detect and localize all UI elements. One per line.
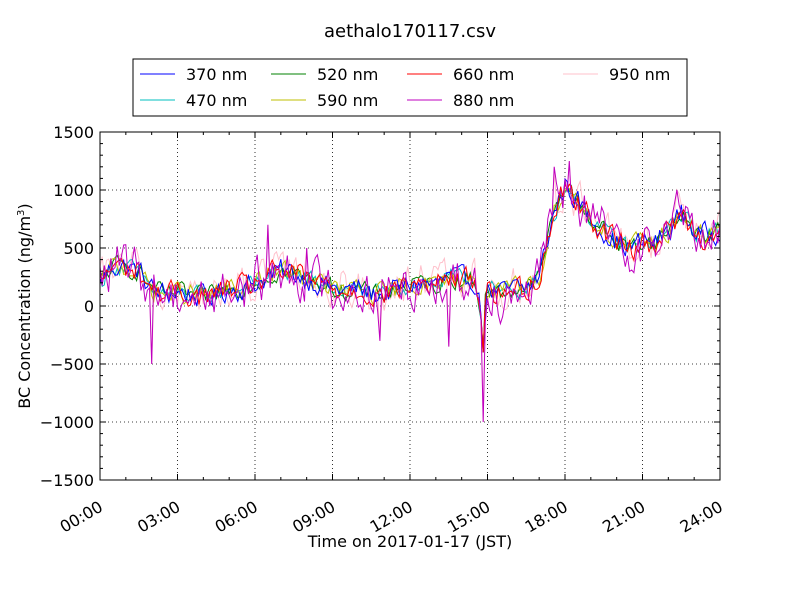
legend-label: 660 nm <box>453 65 514 84</box>
y-axis-label: BC Concentration (ng/m3) <box>15 203 34 408</box>
series-line-880-nm <box>99 160 721 423</box>
legend-box <box>132 58 688 117</box>
legend-label: 520 nm <box>317 65 378 84</box>
x-axis-label: Time on 2017-01-17 (JST) <box>307 532 512 551</box>
legend-label: 880 nm <box>453 91 514 110</box>
y-tick-label: −500 <box>50 355 94 374</box>
y-axis: −1500 −1000 −500 0 500 1000 1500 <box>40 123 720 490</box>
y-tick-label: −1500 <box>40 471 94 490</box>
chart-title: aethalo170117.csv <box>324 21 496 42</box>
y-axis-label-superscript: 3 <box>16 210 27 216</box>
legend: 370 nm 470 nm 520 nm 590 nm 660 nm 880 nm 950 … <box>132 58 688 117</box>
y-tick-label: 0 <box>84 297 94 316</box>
y-axis-label-main: BC Concentration (ng/m <box>15 216 34 409</box>
y-tick-label: 500 <box>63 239 94 258</box>
series-line-950-nm <box>99 160 721 423</box>
legend-label: 950 nm <box>609 65 670 84</box>
y-tick-label: −1000 <box>40 413 94 432</box>
y-axis-label-tail: ) <box>15 203 34 209</box>
legend-label: 590 nm <box>317 91 378 110</box>
legend-label: 470 nm <box>186 91 247 110</box>
legend-label: 370 nm <box>186 65 247 84</box>
series-lines <box>99 160 721 423</box>
y-tick-label: 1000 <box>53 181 94 200</box>
y-tick-label: 1500 <box>53 123 94 142</box>
